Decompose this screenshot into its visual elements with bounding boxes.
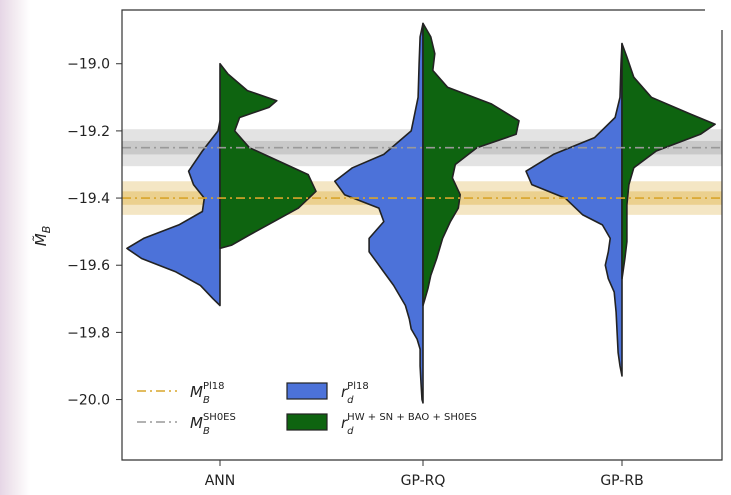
- legend-label-shoes: MSH0ES B: [190, 412, 236, 437]
- axes: [121, 9, 723, 461]
- violin-blue-ann: [126, 120, 221, 307]
- reference-lines: [122, 146, 722, 199]
- legend-label-blue: rPl18 d: [341, 381, 369, 406]
- violin-blue-gp-rb: [525, 42, 623, 377]
- legend-label-green: rHW + SN + BAO + SH0ES d: [341, 412, 477, 437]
- violin-green-ann: [219, 62, 317, 250]
- violins: [126, 22, 716, 404]
- plot-frame: [121, 9, 723, 461]
- legend: MPl18 B MSH0ES B rPl18 d rHW + SN + BAO + SH0E…: [137, 381, 477, 437]
- y-tick-label: −19.6: [67, 258, 110, 274]
- legend-swatch-green: [286, 413, 328, 431]
- y-tick-label: −19.8: [67, 325, 110, 341]
- violin-green-gp-rq: [422, 22, 520, 307]
- x-tick-label: ANN: [205, 473, 236, 489]
- y-tick-label: −19.0: [67, 57, 110, 73]
- y-tick-label: −20.0: [67, 393, 110, 409]
- legend-label-pl18: MPl18 B: [190, 381, 225, 406]
- x-tick-label: GP-RQ: [401, 473, 446, 489]
- x-tick-label: GP-RB: [600, 473, 643, 489]
- y-axis-label: M̃B: [31, 226, 53, 247]
- x-axis-ticks: ANN GP-RQ GP-RB: [205, 460, 644, 489]
- violin-green-gp-rb: [621, 42, 716, 280]
- y-axis-ticks: −19.0 −19.2 −19.4 −19.6 −19.8 −20.0: [67, 57, 122, 409]
- y-tick-label: −19.2: [67, 124, 110, 140]
- violin-blue-gp-rq: [334, 22, 424, 404]
- legend-swatch-blue: [286, 382, 328, 400]
- y-tick-label: −19.4: [67, 191, 110, 207]
